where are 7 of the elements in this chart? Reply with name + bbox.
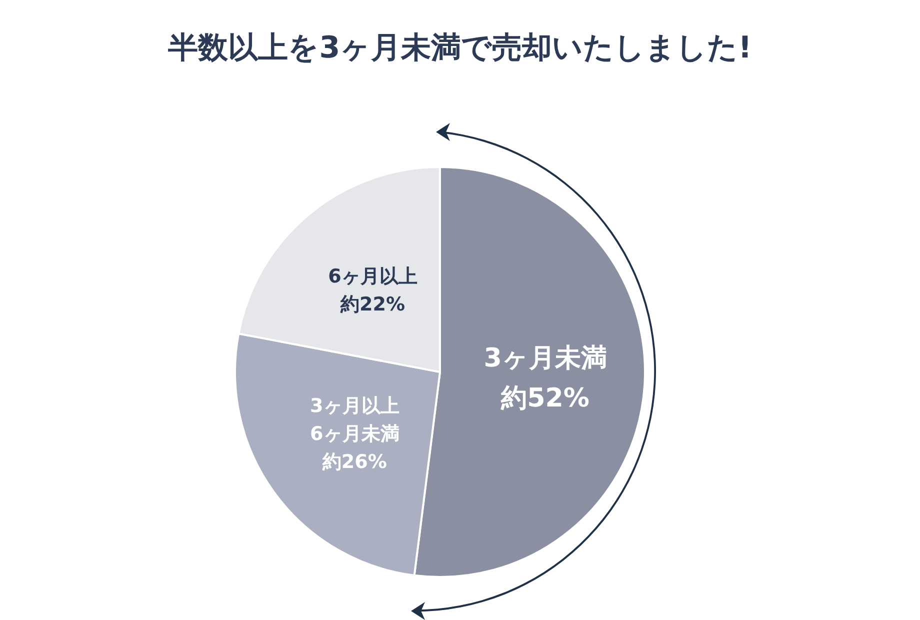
data-label: 約22%	[340, 294, 405, 316]
slice-label: 3ヶ月以上 6ヶ月未満	[310, 395, 400, 446]
data-label: 約52%	[500, 384, 590, 414]
slice-label: 6ヶ月以上	[328, 266, 418, 288]
chart-title: 半数以上を3ヶ月未満で売却いたしました!	[167, 30, 752, 66]
data-label: 約26%	[321, 451, 387, 474]
slice-label: 3ヶ月未満	[484, 344, 607, 374]
